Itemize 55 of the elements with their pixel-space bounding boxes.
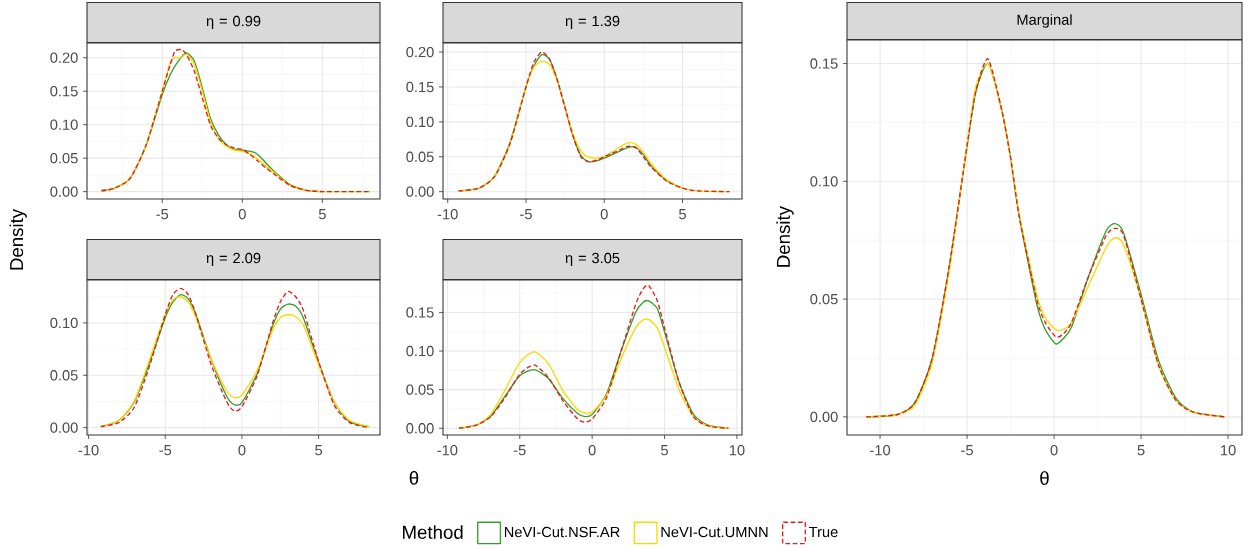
x-tick-label: 5 [315,445,323,456]
y-tick-label: 0.10 [50,317,78,329]
y-tick-label: 0.05 [406,151,434,162]
y-tick-label: 0.00 [50,186,78,197]
legend-title: Method [403,525,463,539]
x-tick-label: -5 [961,445,973,456]
y-tick-label: 0.05 [406,384,434,395]
y-tick-label: 0.00 [810,411,838,423]
x-tick-label: 0 [238,445,246,456]
y-axis-title: Density [776,206,794,267]
x-tick-label: -10 [870,445,891,456]
x-tick-label: -10 [437,445,458,456]
x-tick-label: 0 [600,209,608,220]
y-tick-label: 0.00 [50,422,78,433]
y-tick-label: 0.00 [406,423,434,434]
x-tick-label: 0 [1050,445,1058,456]
x-tick-label: -10 [437,209,458,220]
x-tick-label: 5 [318,209,326,220]
y-tick-label: 0.10 [406,116,434,128]
y-axis-title: Density [9,208,27,270]
y-tick-label: 0.15 [810,58,838,69]
x-tick-label: 5 [661,445,668,456]
x-tick-label: -5 [159,445,172,456]
y-tick-label: 0.10 [406,345,434,357]
chart-title: η = 1.39 [565,15,620,30]
y-tick-label: 0.00 [406,186,434,197]
y-tick-label: 0.15 [406,307,434,318]
chart-title: η = 0.99 [206,15,261,30]
chart-title: η = 2.09 [206,252,261,267]
chart-title: η = 3.05 [565,252,620,267]
y-tick-label: 0.05 [50,152,78,164]
legend-label: True [808,526,838,538]
legend-label: NeVI-Cut.NSF.AR [504,526,620,538]
y-tick-label: 0.15 [406,81,434,93]
x-tick-label: -5 [513,445,526,456]
y-tick-label: 0.10 [810,176,838,187]
x-tick-label: 5 [679,209,686,220]
x-tick-label: 10 [1221,445,1236,456]
x-tick-label: -5 [520,209,532,220]
y-tick-label: 0.10 [50,119,78,130]
x-axis-title: θ [409,471,419,485]
chart-title: Marginal [1017,14,1072,28]
y-tick-label: 0.05 [50,370,78,381]
x-axis-title: θ [1040,471,1049,485]
x-tick-label: 10 [729,445,745,456]
y-tick-label: 0.15 [50,86,78,97]
y-tick-label: 0.05 [810,293,838,305]
x-tick-label: 0 [588,445,596,456]
y-tick-label: 0.20 [50,52,78,63]
legend-label: NeVI-Cut.UMNN [661,526,768,538]
x-tick-label: -10 [78,445,99,456]
x-tick-label: 5 [1137,445,1145,456]
x-tick-label: -5 [156,209,169,220]
x-tick-label: 0 [238,209,246,220]
y-tick-label: 0.20 [406,46,434,58]
